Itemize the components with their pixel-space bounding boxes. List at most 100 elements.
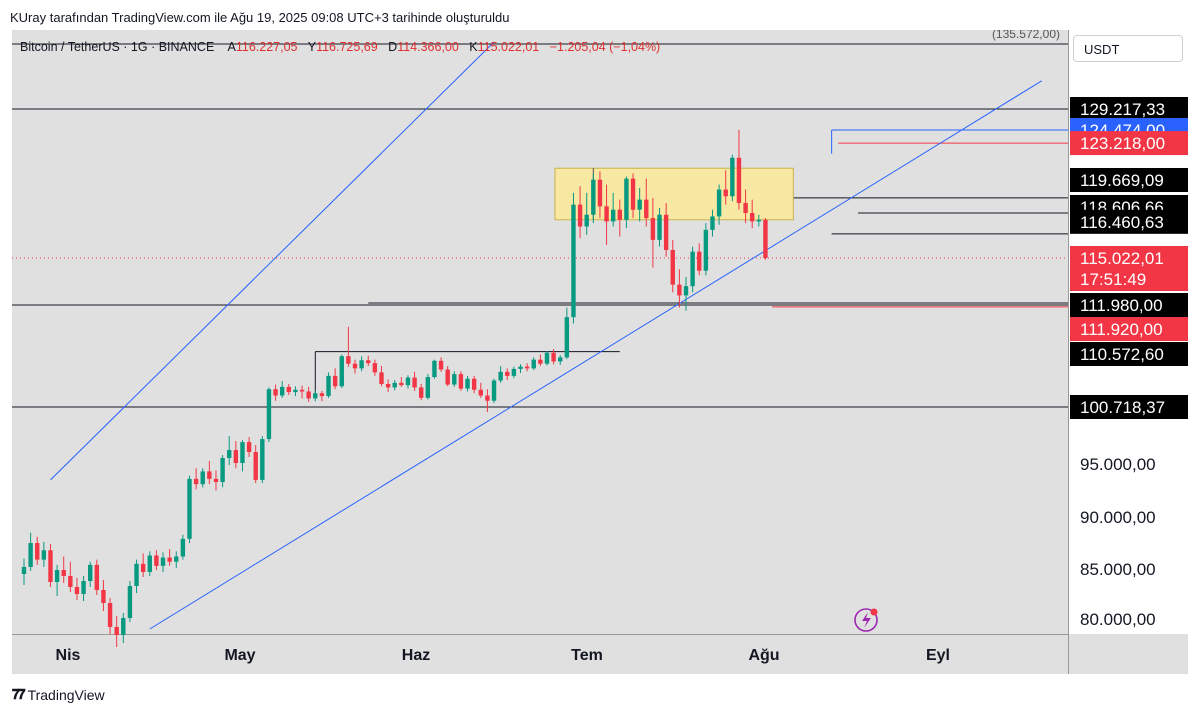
footer-brand[interactable]: 𝟕𝟕 TradingView [12, 686, 105, 703]
candle-body[interactable] [279, 386, 285, 396]
candle-body[interactable] [419, 387, 424, 398]
candle-body[interactable] [571, 204, 576, 318]
candle-body[interactable] [74, 587, 80, 594]
candle-body[interactable] [399, 382, 404, 386]
candle-body[interactable] [531, 359, 536, 369]
candle-body[interactable] [610, 209, 616, 222]
candle-body[interactable] [458, 374, 464, 389]
candle-body[interactable] [339, 356, 344, 387]
channel-upper-line[interactable] [50, 41, 495, 481]
candle-body[interactable] [438, 360, 444, 370]
candle-body[interactable] [140, 563, 146, 572]
candle-body[interactable] [710, 216, 715, 230]
candle-body[interactable] [591, 179, 596, 215]
candle-body[interactable] [346, 356, 351, 364]
candle-body[interactable] [121, 618, 126, 635]
candle-body[interactable] [663, 214, 669, 250]
candle-body[interactable] [683, 286, 689, 296]
candle-body[interactable] [564, 317, 570, 358]
candle-body[interactable] [697, 251, 702, 271]
candle-body[interactable] [538, 359, 543, 364]
candle-body[interactable] [445, 369, 450, 385]
candle-body[interactable] [41, 550, 47, 560]
candle-body[interactable] [88, 564, 93, 581]
candle-body[interactable] [253, 452, 258, 480]
channel-lower-line[interactable] [149, 80, 1043, 630]
candle-body[interactable] [299, 389, 305, 392]
candle-body[interactable] [690, 251, 695, 287]
candle-body[interactable] [313, 393, 318, 399]
candle-body[interactable] [584, 214, 589, 227]
candle-body[interactable] [213, 478, 219, 483]
candle-body[interactable] [61, 570, 66, 576]
candle-body[interactable] [624, 178, 629, 220]
candle-body[interactable] [736, 157, 742, 203]
candle-body[interactable] [558, 357, 563, 362]
candle-body[interactable] [319, 393, 325, 397]
candle-body[interactable] [187, 478, 192, 539]
candle-body[interactable] [114, 627, 119, 635]
candle-body[interactable] [465, 378, 470, 389]
candle-body[interactable] [180, 538, 186, 557]
candle-body[interactable] [332, 375, 338, 387]
candle-body[interactable] [134, 563, 139, 586]
chart-area[interactable]: (135.572,00) 129.217,33 124.474,00 123.218,… [12, 30, 1188, 674]
candle-body[interactable] [260, 439, 265, 480]
candle-body[interactable] [101, 590, 106, 603]
candle-body[interactable] [524, 366, 530, 369]
candle-body[interactable] [405, 377, 411, 386]
candle-body[interactable] [644, 199, 649, 219]
plot-background[interactable] [12, 30, 1068, 634]
candle-body[interactable] [544, 352, 550, 364]
candle-body[interactable] [28, 543, 33, 567]
candle-body[interactable] [94, 564, 100, 590]
candle-body[interactable] [756, 219, 762, 222]
candle-body[interactable] [630, 178, 636, 210]
candle-body[interactable] [227, 450, 232, 459]
candle-body[interactable] [650, 218, 656, 240]
candle-body[interactable] [147, 555, 152, 572]
candle-body[interactable] [266, 389, 272, 440]
candle-body[interactable] [240, 442, 245, 464]
candle-body[interactable] [359, 360, 364, 369]
candle-body[interactable] [246, 442, 252, 453]
candle-body[interactable] [763, 219, 768, 258]
candle-body[interactable] [54, 570, 60, 582]
candle-body[interactable] [35, 543, 40, 560]
resistance-zone[interactable] [554, 167, 794, 221]
candle-body[interactable] [372, 363, 378, 373]
candle-body[interactable] [743, 202, 748, 214]
candle-body[interactable] [273, 389, 278, 396]
candle-body[interactable] [48, 550, 53, 582]
candle-body[interactable] [68, 576, 73, 587]
candle-body[interactable] [723, 189, 728, 197]
candle-body[interactable] [716, 189, 722, 217]
candle-body[interactable] [127, 586, 133, 618]
candle-body[interactable] [286, 386, 291, 393]
candle-body[interactable] [703, 229, 709, 271]
candle-body[interactable] [81, 581, 86, 594]
candle-body[interactable] [167, 557, 172, 562]
candle-body[interactable] [604, 206, 609, 222]
candle-body[interactable] [326, 375, 331, 397]
candle-body[interactable] [597, 179, 603, 207]
candle-body[interactable] [452, 374, 457, 385]
candle-body[interactable] [637, 199, 642, 210]
candle-body[interactable] [577, 204, 583, 227]
candle-body[interactable] [657, 214, 662, 240]
candle-body[interactable] [478, 389, 483, 396]
candle-body[interactable] [107, 603, 113, 627]
candle-body[interactable] [366, 360, 371, 364]
candle-body[interactable] [193, 478, 199, 485]
candle-body[interactable] [412, 377, 417, 388]
candle-body[interactable] [485, 395, 490, 401]
candle-body[interactable] [677, 284, 682, 296]
price-chart[interactable]: (135.572,00)129.217,33124.474,00123.218,… [12, 30, 1188, 674]
candle-body[interactable] [352, 363, 358, 369]
candle-body[interactable] [293, 389, 298, 393]
candle-body[interactable] [220, 458, 225, 483]
candle-body[interactable] [233, 450, 239, 464]
candle-body[interactable] [392, 382, 397, 388]
candle-body[interactable] [154, 555, 159, 566]
candle-body[interactable] [306, 391, 311, 399]
